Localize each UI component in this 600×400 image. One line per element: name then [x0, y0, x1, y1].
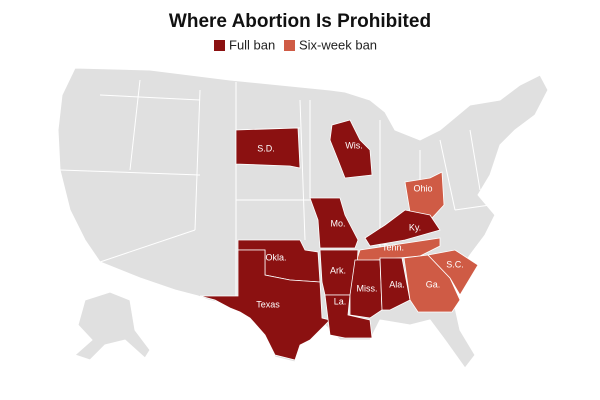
state-label: S.C. [446, 259, 464, 269]
state-label: Wis. [345, 140, 363, 150]
state-label: S.D. [257, 143, 275, 153]
state-shape [199, 249, 331, 361]
title: Where Abortion Is Prohibited [169, 11, 431, 32]
legend-label: Six-week ban [299, 37, 377, 52]
legend-label: Full ban [229, 37, 275, 52]
alaska [74, 291, 151, 361]
state-shape [379, 257, 411, 311]
legend: Full ban Six-week ban [214, 37, 377, 52]
state-shape [364, 209, 441, 247]
state-label: Ark. [330, 265, 346, 275]
state-shape [235, 127, 301, 169]
state-shape [329, 119, 373, 179]
states: S.D. Wis. Ohio Mo. Ky. Tenn. Okla. Texas Ark. La.… [199, 119, 479, 361]
state-label: Ky. [409, 222, 421, 232]
state-label: La. [334, 296, 347, 306]
state-label: Texas [256, 299, 280, 309]
legend-swatch [284, 40, 295, 51]
state-label: Okla. [265, 252, 286, 262]
state-label: Ala. [389, 279, 405, 289]
state-label: Mo. [330, 218, 345, 228]
state-label: Tenn. [382, 242, 404, 252]
state-shape [309, 197, 359, 249]
state-shape [427, 249, 479, 296]
state-label: Ohio [413, 183, 432, 193]
state-label: Miss. [357, 283, 378, 293]
state-label: Ga. [426, 279, 441, 289]
legend-swatch [214, 40, 225, 51]
